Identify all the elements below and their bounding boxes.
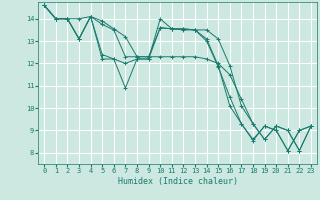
X-axis label: Humidex (Indice chaleur): Humidex (Indice chaleur)	[118, 177, 238, 186]
